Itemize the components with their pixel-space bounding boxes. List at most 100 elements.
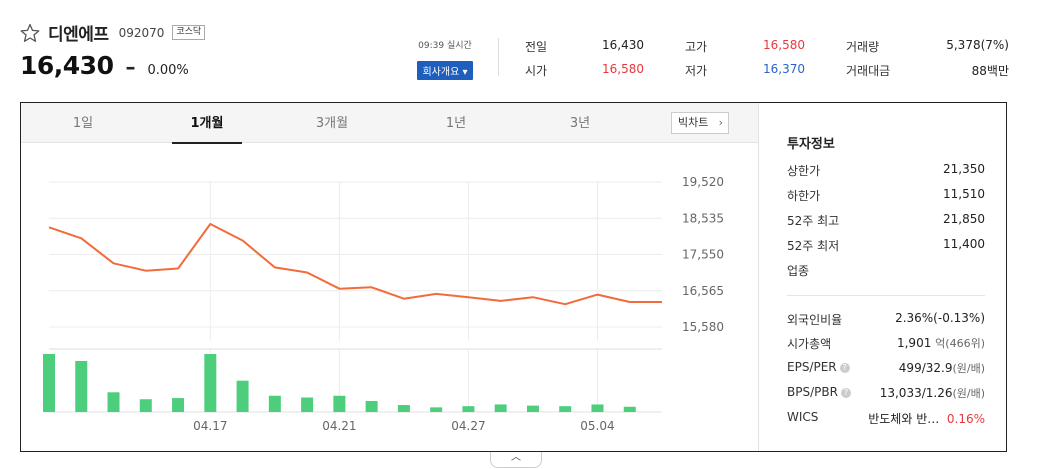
eps-per-label-group: EPS/PER?: [787, 360, 850, 374]
bps-pbr-value: 13,033/1.26: [879, 386, 953, 400]
wics-percent: 0.16%: [946, 412, 985, 426]
mktcap-value-group: 1,901 억(466위): [897, 335, 985, 351]
volume-bar: [526, 405, 539, 412]
high-value: 16,580: [763, 38, 805, 52]
lower-limit-value: 11,510: [943, 187, 985, 201]
prev-close-value: 16,430: [602, 38, 644, 52]
w52-high-label: 52주 최고: [787, 214, 840, 228]
volume-bar: [172, 398, 185, 412]
bps-pbr-unit: (원/배): [952, 387, 985, 400]
open-label: 시가: [525, 64, 548, 78]
chevron-up-icon: ︿: [511, 452, 521, 463]
mktcap-value: 1,901: [896, 336, 932, 350]
w52-high-row: 52주 최고 21,850: [787, 212, 985, 228]
low-value: 16,370: [763, 62, 805, 76]
x-tick-label: 04.27: [451, 419, 485, 433]
lower-limit-row: 하한가 11,510: [787, 187, 985, 203]
volume-value: 5,378(7%): [946, 38, 1009, 52]
big-chart-label: 빅차트: [678, 116, 709, 129]
foreign-row: 외국인비율 2.36%(-0.13%): [787, 311, 985, 327]
eps-per-value: 499/32.9: [898, 361, 953, 375]
mktcap-row: 시가총액 1,901 억(466위): [787, 335, 985, 351]
amount-label: 거래대금: [846, 64, 891, 78]
x-tick-label: 04.21: [322, 419, 356, 433]
company-overview-button[interactable]: 회사개요 ▾: [417, 61, 473, 80]
volume-bar: [494, 404, 507, 412]
market-badge: 코스닥: [172, 25, 206, 40]
volume-bar: [430, 407, 443, 412]
volume-bar: [268, 395, 281, 412]
w52-low-label: 52주 최저: [787, 239, 840, 253]
invest-title: 투자정보: [787, 137, 835, 152]
y-tick-label: 19,520: [682, 175, 724, 189]
w52-low-row: 52주 최저 11,400: [787, 237, 985, 253]
prev-close-label: 전일: [525, 40, 548, 54]
volume-bar: [462, 406, 475, 412]
tab-3year[interactable]: 3년: [569, 116, 591, 131]
tab-1month[interactable]: 1개월: [172, 103, 242, 144]
x-tick-label: 05.04: [580, 419, 614, 433]
invest-info-panel: 투자정보 상한가 21,350 하한가 11,510 52주 최고 21,850…: [758, 103, 1006, 451]
eps-per-unit: (원/배): [952, 362, 985, 375]
foreign-value: 2.36%(-0.13%): [895, 311, 985, 325]
help-icon[interactable]: ?: [839, 363, 850, 373]
wics-value-group: 반도체와 반… 0.16%: [868, 410, 985, 427]
eps-per-row: EPS/PER? 499/32.9(원/배): [787, 360, 985, 376]
x-tick-label: 04.17: [193, 419, 227, 433]
volume-bar: [559, 406, 572, 412]
tab-1year[interactable]: 1년: [445, 116, 467, 131]
volume-bar: [591, 404, 604, 412]
bps-pbr-value-group: 13,033/1.26(원/배): [880, 385, 985, 401]
volume-bar: [365, 400, 378, 412]
upper-limit-row: 상한가 21,350: [787, 162, 985, 178]
volume-bar: [333, 395, 346, 412]
chevron-right-icon: ›: [718, 116, 723, 129]
eps-per-value-group: 499/32.9(원/배): [899, 360, 985, 376]
high-label: 고가: [685, 40, 708, 54]
period-tabs: 1일 1개월 3개월 1년 3년 빅차트 ›: [21, 103, 758, 144]
big-chart-button[interactable]: 빅차트 ›: [671, 112, 729, 134]
foreign-label: 외국인비율: [787, 313, 843, 327]
amount-value: 88백만: [971, 64, 1009, 78]
bps-pbr-label: BPS/PBR: [787, 385, 838, 399]
price-chart[interactable]: 19,520 18,535 17,550 16,565 15,580 04.17 04.21…: [21, 144, 758, 451]
wics-value[interactable]: 반도체와 반…: [868, 412, 940, 426]
realtime-label: 09:39 실시간: [418, 41, 472, 51]
volume-bar: [397, 405, 410, 412]
volume-bar: [139, 399, 152, 412]
y-tick-label: 15,580: [682, 320, 724, 334]
time-box: 09:39 실시간 회사개요 ▾: [410, 38, 480, 80]
sector-row: 업종: [787, 262, 985, 278]
volume-bar: [301, 397, 314, 412]
y-tick-label: 17,550: [682, 248, 724, 262]
tab-3month[interactable]: 3개월: [315, 116, 349, 131]
volume-bar: [623, 406, 636, 412]
tab-1day[interactable]: 1일: [72, 116, 94, 131]
star-icon[interactable]: [20, 23, 40, 43]
y-tick-label: 16,565: [682, 284, 724, 298]
wics-label: WICS: [787, 410, 819, 424]
w52-low-value: 11,400: [943, 237, 985, 251]
y-tick-label: 18,535: [682, 211, 724, 225]
volume-bar: [107, 392, 120, 412]
w52-high-value: 21,850: [943, 212, 985, 226]
low-label: 저가: [685, 64, 708, 78]
name-row: 디엔에프 092070 코스닥: [20, 20, 206, 45]
current-price: 16,430: [20, 51, 114, 80]
stock-code: 092070: [118, 25, 165, 40]
bps-pbr-label-group: BPS/PBR?: [787, 385, 851, 399]
collapse-toggle[interactable]: ︿: [490, 452, 542, 468]
help-icon[interactable]: ?: [840, 388, 851, 398]
upper-limit-value: 21,350: [943, 162, 985, 176]
sector-label: 업종: [787, 264, 810, 278]
company-overview-label: 회사개요: [422, 67, 460, 78]
volume-bar: [204, 354, 217, 412]
change-percent: 0.00%: [147, 63, 189, 78]
volume-bar: [236, 380, 249, 412]
open-value: 16,580: [602, 62, 644, 76]
stock-header: 디엔에프 092070 코스닥 16,430 – 0.00% 09:39 실시간…: [20, 18, 1022, 88]
volume-label: 거래량: [846, 40, 880, 54]
eps-per-label: EPS/PER: [787, 360, 837, 374]
price-row: 16,430 – 0.00%: [20, 51, 189, 80]
lower-limit-label: 하한가: [787, 189, 821, 203]
